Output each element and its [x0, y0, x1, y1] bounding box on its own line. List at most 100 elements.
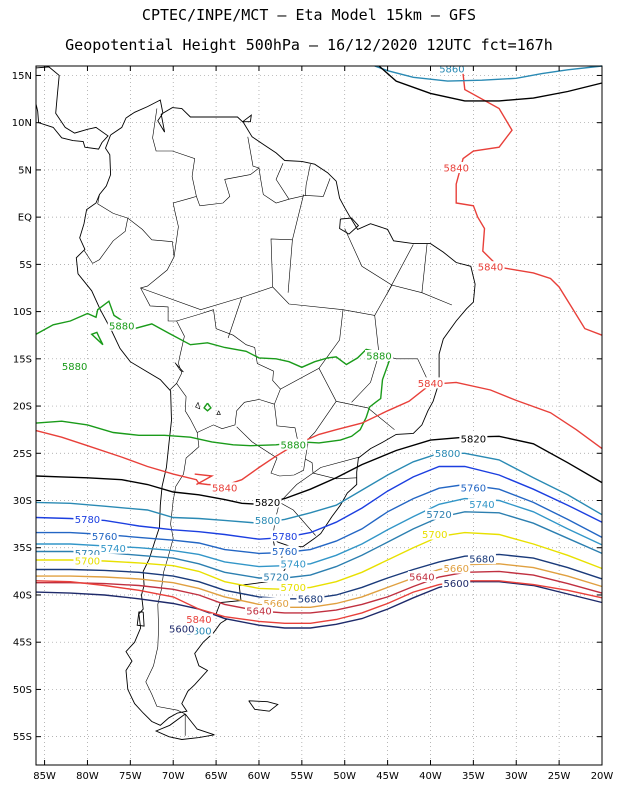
lat-tick-label: 15N — [12, 71, 32, 82]
border-line — [236, 404, 309, 477]
tierra-del-fuego-coast — [154, 713, 215, 740]
contour-label-bg — [73, 547, 102, 559]
contour-label-bg — [167, 622, 196, 634]
contour-label: 5720 — [263, 573, 288, 584]
contour-label-bg — [270, 530, 299, 542]
lat-tick-label: 5S — [19, 260, 32, 271]
contour-label: 5840 — [212, 484, 237, 495]
lon-tick-label: 55W — [291, 771, 314, 782]
lat-tick-label: EQ — [18, 213, 32, 224]
border-line — [312, 456, 360, 474]
border-line — [305, 164, 311, 196]
contour-label: 5700 — [75, 556, 100, 567]
contour-label-bg — [73, 554, 102, 566]
lake-outline — [216, 410, 221, 415]
contour-5720 — [36, 511, 603, 579]
contour-label-bg — [107, 319, 136, 331]
border-line — [280, 309, 344, 390]
lon-tick-label: 65W — [205, 771, 228, 782]
lat-tick-label: 15S — [13, 354, 32, 365]
border-line — [275, 163, 290, 200]
contour-label: 5720 — [426, 510, 451, 521]
contour-5840 — [455, 65, 603, 336]
contour-label: 5780 — [75, 515, 100, 526]
border-line — [387, 244, 414, 293]
border-line — [303, 401, 337, 445]
contour-label-bg — [184, 624, 213, 636]
lat-tick-label: 25S — [13, 449, 32, 460]
title-line-2: Geopotential Height 500hPa — 16/12/2020 … — [65, 36, 553, 54]
contour-labels: 5880 5880 5880 5880 5840 5840 5840 5840 5840 5820… — [60, 62, 505, 637]
border-line — [312, 472, 357, 480]
contour-label-bg — [296, 592, 325, 604]
contour-5800 — [35, 452, 603, 524]
contour-label: 5600 — [443, 579, 468, 590]
contour-label: 5660 — [263, 599, 288, 610]
contour-label-bg — [476, 261, 505, 273]
lon-tick-label: 25W — [548, 771, 571, 782]
border-line — [176, 383, 198, 433]
contour-label: 5700 — [281, 583, 306, 594]
contour-label: 5840 — [478, 263, 503, 274]
border-line — [140, 256, 185, 391]
contour-label-bg — [407, 571, 436, 583]
border-line — [258, 167, 331, 204]
map-frame — [35, 65, 603, 766]
contour-label-bg — [60, 360, 89, 372]
contour-label: 5740 — [469, 500, 494, 511]
contour-label-bg — [437, 62, 466, 74]
contour-5780 — [35, 465, 603, 540]
lat-tick-label: 10N — [12, 118, 32, 129]
contour-lines — [35, 65, 603, 629]
contour-label: 5820 — [461, 435, 486, 446]
lon-tick-label: 80W — [76, 771, 99, 782]
border-line — [83, 218, 129, 264]
lon-tick-label: 85W — [33, 771, 56, 782]
contour-label-bg — [279, 438, 308, 450]
lon-tick-label: 60W — [248, 771, 271, 782]
contour-label: 5880 — [62, 362, 87, 373]
contour-5880 — [35, 300, 391, 447]
contour-label: 5880 — [366, 351, 391, 362]
contour-5880-north — [378, 65, 603, 102]
contour-label: 5860 — [439, 64, 464, 75]
lake-outline — [174, 362, 184, 373]
contour-label-bg — [442, 577, 471, 589]
lon-tick-label: 70W — [162, 771, 185, 782]
border-line — [287, 239, 293, 293]
lon-tick-label: 40W — [419, 771, 442, 782]
border-line — [152, 108, 201, 206]
contour-label: 5640 — [246, 607, 271, 618]
contour-5700 — [36, 531, 603, 591]
border-line — [97, 194, 100, 204]
contour-label-bg — [416, 377, 445, 389]
contour-label: 5760 — [92, 532, 117, 543]
contour-label-bg — [90, 530, 119, 542]
contour-label-bg — [467, 498, 496, 510]
lon-tick-label: 20W — [591, 771, 614, 782]
contour-label: 5840 — [186, 615, 211, 626]
contour-5820 — [35, 435, 603, 506]
marajo-coast — [339, 217, 360, 235]
border-line — [97, 203, 175, 257]
border-line — [351, 354, 380, 403]
contour-label: 5800 — [435, 449, 460, 460]
contour-label: 5840 — [443, 164, 468, 175]
contour-label-bg — [433, 447, 462, 459]
contour-5840 — [194, 473, 215, 486]
contour-label-bg — [467, 553, 496, 565]
title-line-1: CPTEC/INPE/MCT — Eta Model 15km — GFS — [141, 6, 477, 24]
border-line — [227, 297, 243, 339]
lon-tick-label: 75W — [119, 771, 142, 782]
contour-label: 5800 — [255, 516, 280, 527]
country-borders — [83, 108, 453, 736]
border-line — [199, 136, 260, 207]
contour-label-bg — [442, 162, 471, 174]
border-line — [197, 399, 275, 433]
contour-label-bg — [420, 528, 449, 540]
contour-label: 5700 — [422, 530, 447, 541]
contour-label-bg — [210, 482, 239, 494]
axis-ticks: 15N 10N 5N EQ 5S 10S 15S 20S 25S 30S 35S 40S 45S 50S 5… — [12, 66, 614, 782]
central-america-coast — [35, 66, 109, 150]
contour-label-bg — [442, 562, 471, 574]
